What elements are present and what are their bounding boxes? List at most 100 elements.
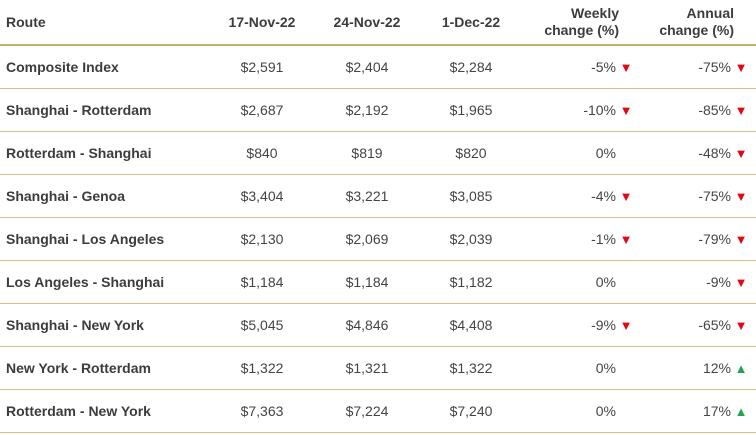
header-date-1: 17-Nov-22	[210, 0, 314, 46]
annual-change-value: -75%	[698, 187, 731, 204]
rate-cell-date-2: $2,404	[314, 45, 420, 89]
header-annual-line-2: change (%)	[659, 22, 734, 38]
annual-change-cell: -75% ▼	[641, 45, 756, 89]
table-row: Los Angeles - Shanghai $1,184 $1,184 $1,182…	[0, 260, 756, 304]
rate-cell-date-1: $3,404	[210, 174, 314, 218]
triangle-down-icon: ▼	[619, 317, 633, 333]
route-cell: Shanghai - Los Angeles	[0, 217, 210, 261]
triangle-down-icon: ▼	[734, 317, 748, 333]
rate-cell-date-2: $4,846	[314, 303, 420, 347]
weekly-change-cell: -1% ▼	[522, 217, 641, 261]
rate-cell-date-1: $1,184	[210, 260, 314, 304]
route-cell: Rotterdam - Shanghai	[0, 131, 210, 175]
annual-change-cell: -9% ▼	[641, 260, 756, 304]
header-date-3: 1-Dec-22	[420, 0, 522, 46]
weekly-change-cell: 0%▼	[522, 346, 641, 390]
weekly-change-cell: 0%▼	[522, 131, 641, 175]
weekly-change-cell: -4% ▼	[522, 174, 641, 218]
annual-change-cell: -79% ▼	[641, 217, 756, 261]
rate-cell-date-1: $5,045	[210, 303, 314, 347]
weekly-change-value: 0%	[595, 402, 616, 419]
annual-change-value: 12%	[702, 359, 731, 376]
triangle-up-icon: ▲	[734, 403, 748, 419]
weekly-change-value: -9%	[591, 316, 616, 333]
weekly-change-value: -10%	[583, 101, 616, 118]
no-change-spacer: ▼	[619, 275, 633, 290]
triangle-down-icon: ▼	[619, 102, 633, 118]
route-cell: Composite Index	[0, 45, 210, 89]
annual-change-value: -79%	[698, 230, 731, 247]
annual-change-value: -85%	[698, 101, 731, 118]
header-annual-line-1: Annual	[686, 5, 734, 21]
rate-cell-date-3: $820	[420, 131, 522, 175]
weekly-change-value: -1%	[591, 230, 616, 247]
table-row: Composite Index $2,591 $2,404 $2,284 -5% ▼ -75…	[0, 45, 756, 89]
annual-change-value: -9%	[706, 273, 731, 290]
header-weekly-line-1: Weekly	[571, 5, 619, 21]
header-weekly-line-2: change (%)	[544, 22, 619, 38]
header-row: Route 17-Nov-22 24-Nov-22 1-Dec-22 Weekl…	[0, 0, 756, 46]
annual-change-cell: -85% ▼	[641, 88, 756, 132]
table-row: Shanghai - Rotterdam $2,687 $2,192 $1,965 -1…	[0, 88, 756, 132]
weekly-change-value: -5%	[591, 58, 616, 75]
rate-cell-date-2: $1,321	[314, 346, 420, 390]
table-row: Rotterdam - New York $7,363 $7,224 $7,240 0%…	[0, 389, 756, 433]
route-cell: Los Angeles - Shanghai	[0, 260, 210, 304]
weekly-change-value: 0%	[595, 144, 616, 161]
rate-cell-date-3: $1,182	[420, 260, 522, 304]
rate-cell-date-3: $3,085	[420, 174, 522, 218]
rate-cell-date-2: $2,192	[314, 88, 420, 132]
annual-change-cell: -48% ▼	[641, 131, 756, 175]
rate-cell-date-1: $2,591	[210, 45, 314, 89]
weekly-change-value: 0%	[595, 273, 616, 290]
triangle-down-icon: ▼	[619, 231, 633, 247]
annual-change-value: -65%	[698, 316, 731, 333]
rate-cell-date-3: $4,408	[420, 303, 522, 347]
header-route: Route	[0, 0, 210, 46]
table-row: Shanghai - Los Angeles $2,130 $2,069 $2,039…	[0, 217, 756, 261]
weekly-change-value: -4%	[591, 187, 616, 204]
no-change-spacer: ▼	[619, 361, 633, 376]
table-row: Shanghai - New York $5,045 $4,846 $4,408 -9%…	[0, 303, 756, 347]
table-row: Shanghai - Genoa $3,404 $3,221 $3,085 -4% ▼ -7…	[0, 174, 756, 218]
triangle-down-icon: ▼	[734, 145, 748, 161]
rate-cell-date-3: $1,322	[420, 346, 522, 390]
rate-cell-date-2: $3,221	[314, 174, 420, 218]
route-cell: Rotterdam - New York	[0, 389, 210, 433]
route-cell: Shanghai - Genoa	[0, 174, 210, 218]
route-cell: New York - Rotterdam	[0, 346, 210, 390]
weekly-change-cell: 0%▼	[522, 260, 641, 304]
rate-cell-date-3: $2,039	[420, 217, 522, 261]
annual-change-cell: 12% ▲	[641, 346, 756, 390]
annual-change-value: -75%	[698, 58, 731, 75]
triangle-up-icon: ▲	[734, 360, 748, 376]
annual-change-value: -48%	[698, 144, 731, 161]
rate-cell-date-3: $7,240	[420, 389, 522, 433]
rate-cell-date-3: $2,284	[420, 45, 522, 89]
rate-cell-date-2: $819	[314, 131, 420, 175]
rate-cell-date-2: $7,224	[314, 389, 420, 433]
rate-cell-date-2: $1,184	[314, 260, 420, 304]
route-cell: Shanghai - Rotterdam	[0, 88, 210, 132]
triangle-down-icon: ▼	[619, 59, 633, 75]
header-date-2: 24-Nov-22	[314, 0, 420, 46]
weekly-change-cell: 0%▼	[522, 389, 641, 433]
triangle-down-icon: ▼	[734, 231, 748, 247]
triangle-down-icon: ▼	[619, 188, 633, 204]
rate-cell-date-1: $2,130	[210, 217, 314, 261]
table-row: New York - Rotterdam $1,322 $1,321 $1,322 0%…	[0, 346, 756, 390]
annual-change-cell: -65% ▼	[641, 303, 756, 347]
annual-change-value: 17%	[702, 402, 731, 419]
triangle-down-icon: ▼	[734, 274, 748, 290]
header-annual-change: Annual change (%)	[641, 0, 756, 46]
rate-cell-date-1: $7,363	[210, 389, 314, 433]
rate-cell-date-1: $2,687	[210, 88, 314, 132]
weekly-change-value: 0%	[595, 359, 616, 376]
annual-change-cell: 17% ▲	[641, 389, 756, 433]
header-weekly-change: Weekly change (%)	[522, 0, 641, 46]
triangle-down-icon: ▼	[734, 102, 748, 118]
triangle-down-icon: ▼	[734, 59, 748, 75]
rate-cell-date-1: $1,322	[210, 346, 314, 390]
